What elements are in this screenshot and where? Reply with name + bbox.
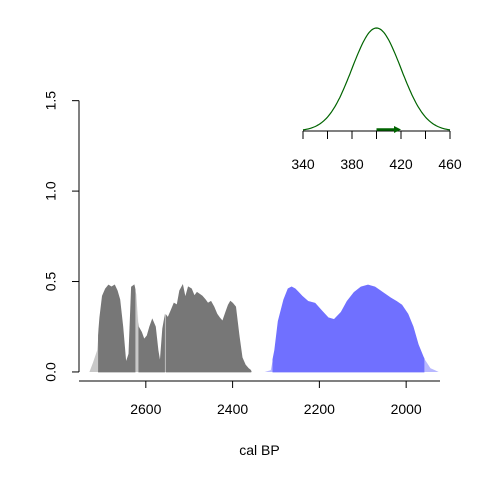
inset-plot: 340 380 420 460 — [291, 27, 462, 172]
inset-tick-label-3: 420 — [389, 156, 413, 172]
inset-arrow-head — [394, 126, 401, 133]
x-tick-label-3: 2200 — [304, 401, 335, 417]
inset-tick-label-2: 380 — [340, 156, 364, 172]
density-hpd-2 — [272, 285, 425, 372]
y-tick-label-1: 0.0 — [43, 362, 59, 382]
main-plot: 0.0 0.5 1.0 1.5 2600 2400 2200 2000 cal BP — [43, 91, 440, 458]
y-tick-label-4: 1.5 — [43, 91, 59, 111]
density-outline-1 — [98, 283, 252, 373]
y-tick-label-2: 0.5 — [43, 272, 59, 292]
inset-curve — [302, 27, 451, 131]
y-tick-label-3: 1.0 — [43, 181, 59, 201]
density-outline-2 — [272, 284, 425, 373]
x-axis-title: cal BP — [239, 442, 279, 458]
density-hpd-1 — [98, 285, 252, 372]
inset-tick-label-1: 340 — [291, 156, 315, 172]
x-tick-label-2: 2400 — [217, 401, 248, 417]
inset-tick-label-4: 460 — [438, 156, 462, 172]
x-tick-label-1: 2600 — [130, 401, 161, 417]
x-tick-label-4: 2000 — [391, 401, 422, 417]
